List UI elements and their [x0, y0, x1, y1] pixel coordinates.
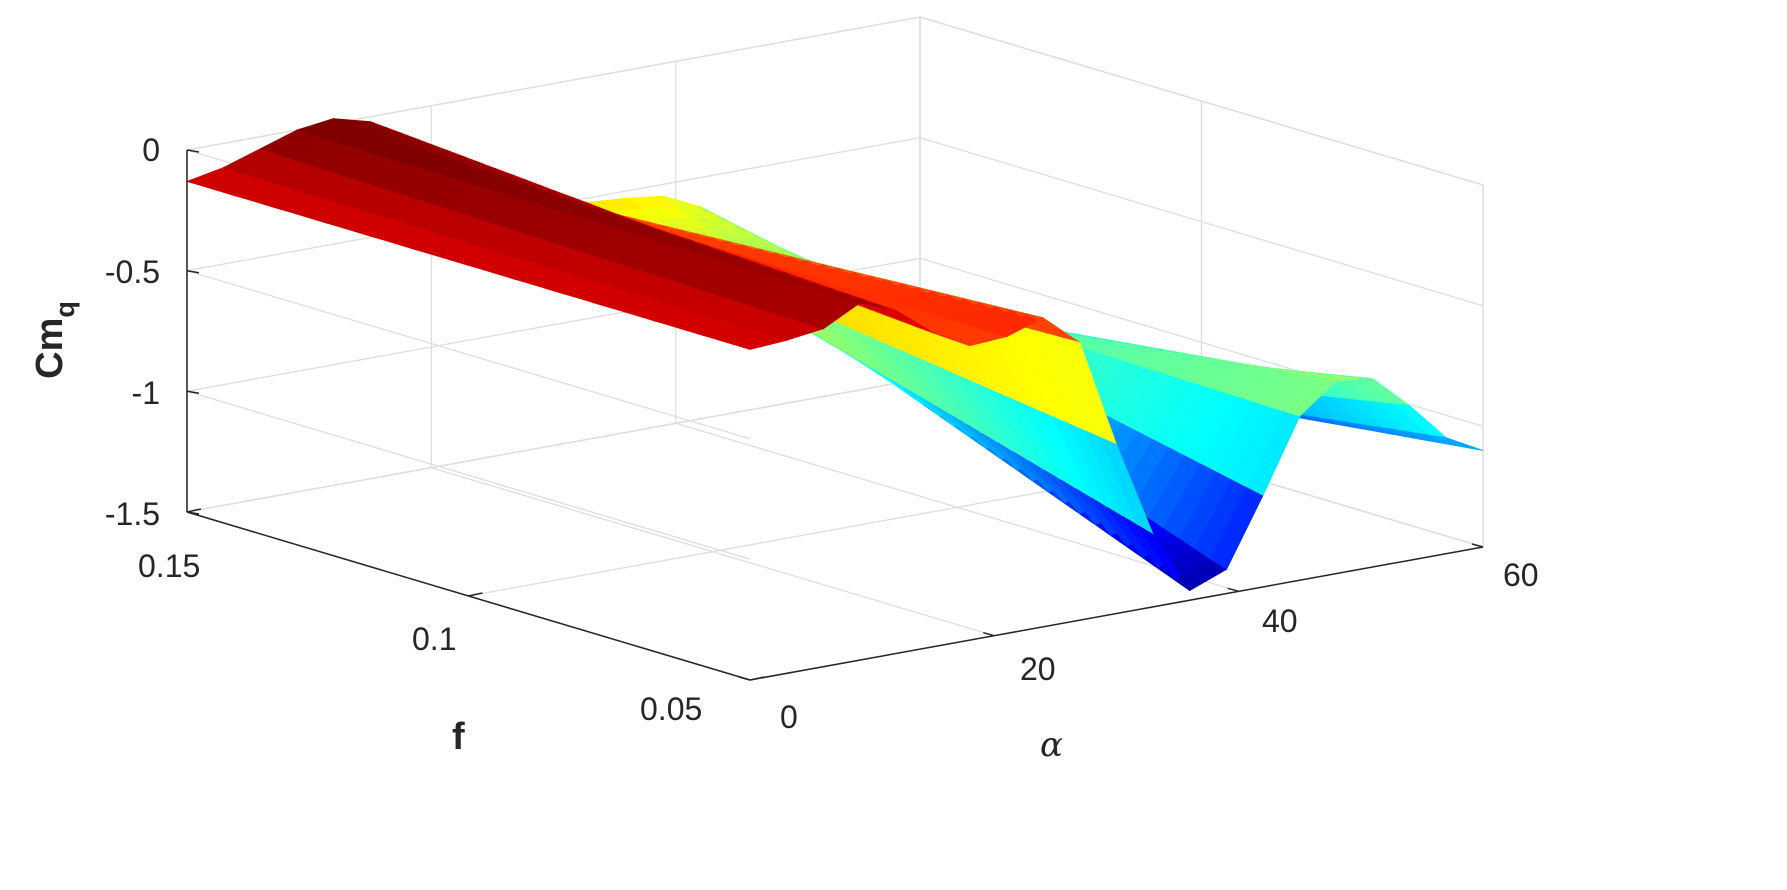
alpha-tick-20: 20: [1020, 651, 1056, 687]
z-axis-label-main: Cm: [29, 318, 71, 379]
z-tick-0: 0: [142, 132, 160, 168]
f-tick-0.15: 0.15: [138, 548, 200, 584]
alpha-tick-60: 60: [1503, 557, 1539, 593]
z-tick-mark: [186, 390, 200, 395]
alpha-tick-40: 40: [1262, 603, 1298, 639]
grid-line-z-leftwall: [186, 390, 751, 560]
z-tick-neg1: -1: [132, 375, 160, 411]
z-tick-neg1.5: -1.5: [105, 496, 160, 532]
surface: [185, 118, 1484, 591]
alpha-tick-mark: [1471, 543, 1484, 548]
alpha-axis-line: [749, 546, 1484, 681]
alpha-tick-mark: [1227, 587, 1239, 593]
surface-patch: [1430, 435, 1484, 451]
f-tick-mark: [186, 508, 202, 513]
alpha-axis-label: α: [1040, 725, 1063, 765]
f-tick-0.05: 0.05: [640, 691, 702, 727]
f-axis-label: f: [452, 716, 465, 758]
grid-line-z-leftwall: [186, 270, 751, 440]
z-tick-mark: [186, 269, 200, 274]
alpha-tick-mark: [983, 631, 995, 637]
grid-line-z-sidewall: [919, 137, 1484, 307]
axes: [186, 149, 1484, 681]
z-tick-neg0.5: -0.5: [105, 254, 160, 290]
f-tick-mark: [749, 676, 765, 681]
axes-grid: [186, 16, 1484, 681]
alpha-tick-mark: [738, 676, 751, 681]
z-axis-label: Cmq: [29, 301, 80, 379]
svg-text:Cmq: Cmq: [29, 301, 80, 379]
f-tick-mark: [468, 592, 483, 597]
z-tick-mark: [186, 149, 200, 153]
grid-line-f-floor: [186, 378, 921, 513]
z-axis-label-subscript: q: [50, 301, 80, 318]
grid-line-z-sidewall: [919, 16, 1484, 186]
alpha-tick-0: 0: [780, 699, 798, 735]
f-tick-0.1: 0.1: [412, 621, 456, 657]
